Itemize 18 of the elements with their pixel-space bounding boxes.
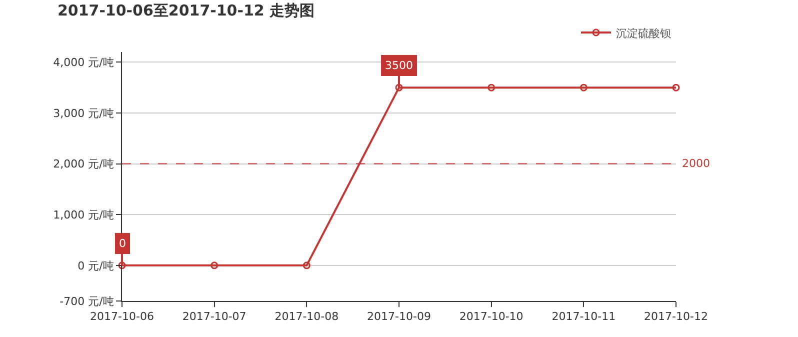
y-tick-label: 2,000 元/吨	[53, 158, 114, 171]
annotation: 3500	[385, 59, 413, 72]
y-tick-label: 3,000 元/吨	[53, 106, 114, 120]
y-tick-label: 4,000 元/吨	[53, 56, 114, 70]
y-tick-label: -700 元/吨	[60, 294, 114, 308]
chart-title: 2017-10-06至2017-10-12 走势图	[57, 2, 315, 20]
x-tick-label: 2017-10-08	[274, 310, 339, 324]
y-tick-label: 1,000 元/吨	[53, 208, 114, 222]
x-tick-label: 2017-10-06	[90, 310, 154, 324]
y-tick-label: 0 元/吨	[78, 259, 114, 272]
x-tick-label: 2017-10-11	[552, 310, 616, 324]
legend-label: 沉淀硫酸钡	[616, 26, 671, 40]
annotation: 0	[119, 237, 126, 250]
x-tick-label: 2017-10-12	[644, 310, 708, 324]
x-tick-label: 2017-10-07	[182, 310, 246, 324]
x-tick-label: 2017-10-09	[367, 310, 431, 324]
x-tick-label: 2017-10-10	[459, 310, 524, 324]
ref-line-label: 2000	[682, 157, 710, 170]
